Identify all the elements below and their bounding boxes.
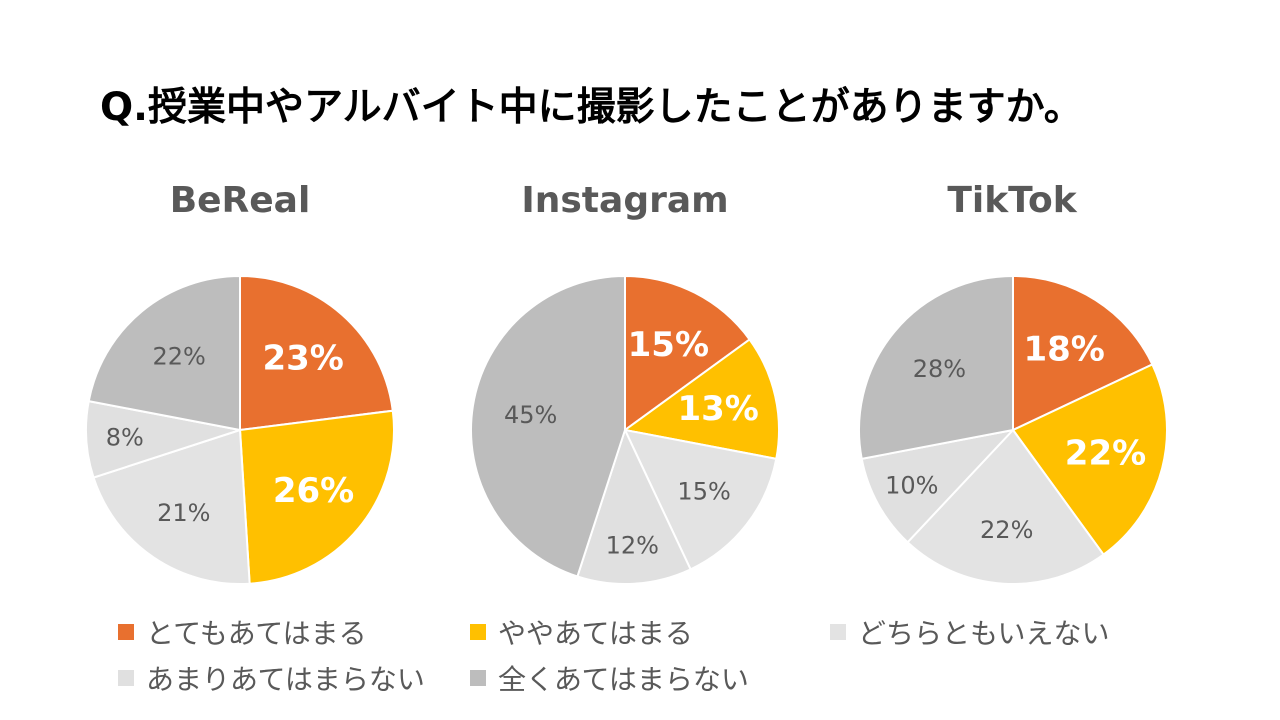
legend-label: ややあてはまる bbox=[498, 617, 693, 650]
data-label-disagree: 10% bbox=[885, 472, 938, 500]
pie-tiktok: 18% 22% 22% 10% 28% bbox=[858, 274, 1168, 585]
legend-item-disagree: あまりあてはまらない bbox=[118, 658, 425, 698]
pie-slice-agree bbox=[238, 409, 395, 585]
legend-label: とてもあてはまる bbox=[146, 617, 367, 650]
pie-slice-strong-agree bbox=[1012, 274, 1154, 432]
legend-swatch bbox=[830, 624, 846, 640]
data-label-neutral: 21% bbox=[157, 499, 210, 527]
question-title: Q.授業中やアルバイト中に撮影したことがありますか。 bbox=[100, 85, 1083, 130]
pie-slice-neutral bbox=[623, 428, 778, 571]
data-label-agree: 13% bbox=[677, 389, 758, 429]
legend-label: 全くあてはまらない bbox=[498, 663, 749, 696]
data-label-agree: 26% bbox=[273, 471, 354, 511]
legend-swatch bbox=[470, 624, 486, 640]
pie-slice-strong-disagree bbox=[87, 274, 241, 432]
legend-item-strong-disagree: 全くあてはまらない bbox=[470, 658, 749, 698]
legend-label: あまりあてはまらない bbox=[146, 663, 425, 696]
pie-slice-disagree bbox=[860, 428, 1016, 544]
data-label-disagree: 8% bbox=[106, 423, 144, 451]
chart-title-bereal: BeReal bbox=[169, 180, 311, 221]
pie-slice-strong-agree bbox=[239, 274, 394, 432]
data-label-strong-disagree: 28% bbox=[913, 355, 966, 383]
pie-bereal: 23% 26% 21% 8% 22% bbox=[85, 274, 395, 585]
legend-label: どちらともいえない bbox=[858, 617, 1110, 650]
pie-slice-agree bbox=[1011, 363, 1168, 556]
data-label-strong-disagree: 45% bbox=[504, 401, 557, 429]
data-label-strong-disagree: 22% bbox=[152, 342, 205, 370]
legend-swatch bbox=[118, 670, 134, 686]
data-label-disagree: 12% bbox=[606, 531, 659, 559]
chart-title-tiktok: TikTok bbox=[947, 180, 1077, 221]
legend-item-neutral: どちらともいえない bbox=[830, 612, 1109, 652]
data-label-neutral: 15% bbox=[677, 477, 730, 505]
pie-slice-agree bbox=[622, 338, 780, 461]
pie-slice-neutral bbox=[906, 428, 1105, 585]
pie-slice-strong-disagree bbox=[470, 274, 626, 578]
pie-slice-disagree bbox=[576, 427, 692, 585]
chart-title-instagram: Instagram bbox=[521, 180, 729, 221]
legend-swatch bbox=[470, 670, 486, 686]
legend-item-agree: ややあてはまる bbox=[470, 612, 693, 652]
pie-slice-strong-disagree bbox=[858, 274, 1014, 461]
data-label-agree: 22% bbox=[1065, 434, 1146, 474]
data-label-neutral: 22% bbox=[980, 516, 1033, 544]
pie-instagram: 15% 13% 15% 12% 45% bbox=[470, 274, 780, 585]
data-label-strong-agree: 18% bbox=[1023, 329, 1104, 369]
pie-slice-strong-agree bbox=[624, 274, 751, 432]
data-label-strong-agree: 23% bbox=[262, 338, 343, 378]
legend-swatch bbox=[118, 624, 134, 640]
data-label-strong-agree: 15% bbox=[628, 325, 709, 365]
legend-item-strong-agree: とてもあてはまる bbox=[118, 612, 367, 652]
pie-slice-neutral bbox=[92, 428, 251, 585]
